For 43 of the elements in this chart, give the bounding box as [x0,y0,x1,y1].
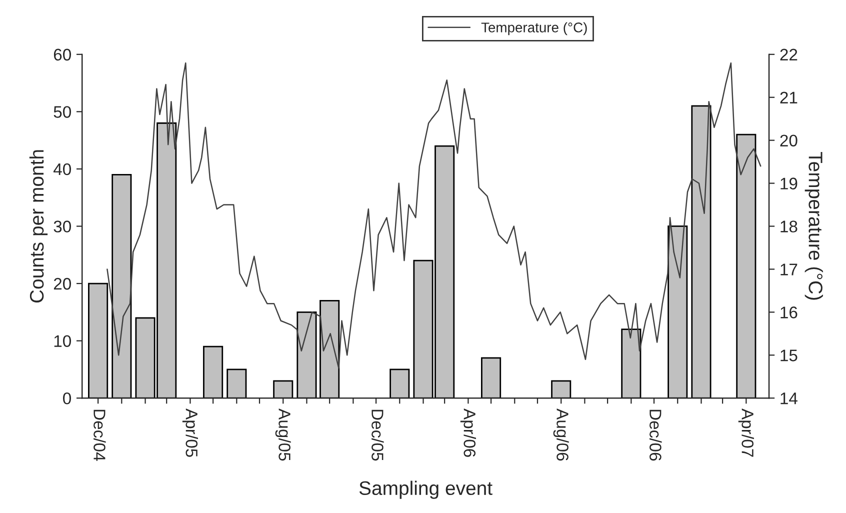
y2-tick-label: 21 [780,92,798,104]
bar [273,380,294,398]
y-tick-label: 10 [54,335,71,348]
y-tick-label: 20 [54,278,71,290]
bar [112,174,132,398]
y2-tick-label: 18 [780,220,798,232]
bar [88,282,108,398]
y2-axis-title: Temperature (°C) [804,152,823,300]
x-tick-label: Dec/05 [372,410,384,461]
bar [668,226,688,398]
bar [203,346,224,398]
bar [390,368,410,398]
bar [736,134,756,398]
bar [320,300,340,398]
bar [481,357,502,398]
y-tick-label: 0 [63,392,71,404]
y-axis-title: Counts per month [29,150,48,303]
y2-tick-label: 14 [780,392,798,404]
bar [691,105,712,398]
y-tick-label: 30 [54,220,71,232]
y2-tick-label: 22 [780,48,798,60]
y2-tick-label: 16 [780,306,798,318]
legend-label: Temperature (°C) [481,22,587,36]
y2-tick-label: 20 [780,134,798,147]
bar [296,311,317,398]
x-tick-label: Aug/05 [275,408,291,461]
bar [621,328,642,398]
x-tick-label: Aug/06 [553,408,569,461]
bar [551,380,572,398]
x-axis-title: Sampling event [359,480,492,499]
y2-tick-label: 19 [780,178,798,190]
y2-tick-label: 17 [780,264,798,276]
bar [226,368,247,398]
y2-tick-label: 15 [780,350,798,362]
x-tick-label: Dec/04 [94,410,106,461]
y-tick-label: 40 [53,163,71,176]
y-tick-label: 60 [54,48,71,61]
line-series [106,62,762,369]
y-tick-label: 50 [54,106,71,118]
x-tick-label: Apr/05 [182,408,198,457]
x-tick-label: Apr/06 [460,408,476,457]
x-tick-label: Apr/07 [738,408,754,457]
x-tick-label: Dec/06 [650,410,662,461]
